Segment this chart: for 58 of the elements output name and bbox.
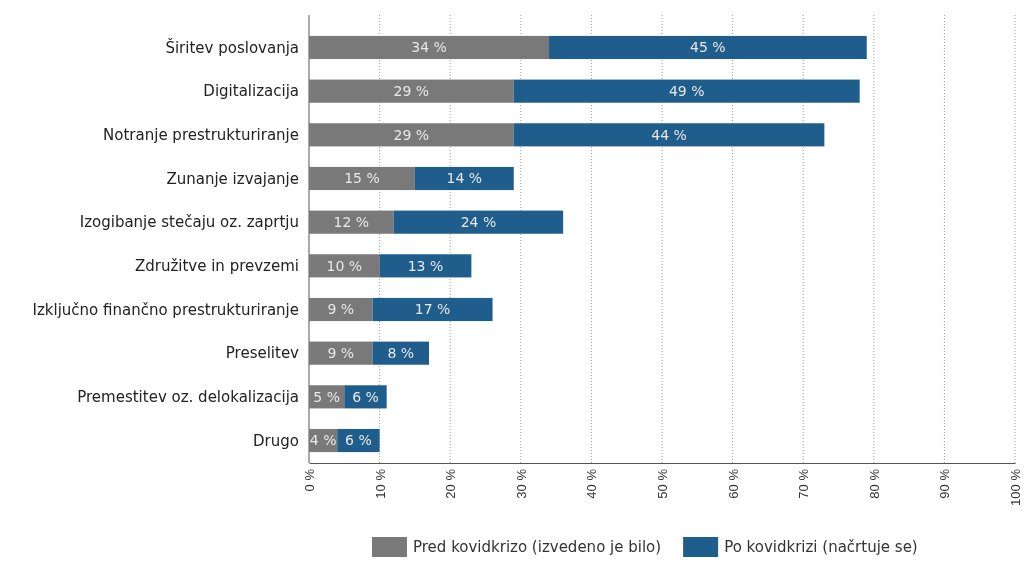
- x-tick-label: 0 %: [302, 468, 318, 492]
- bar: [309, 210, 394, 234]
- bar: [372, 297, 493, 322]
- bar: [309, 254, 380, 278]
- data-label: 29 %: [393, 126, 430, 143]
- bar: [513, 79, 860, 103]
- data-label: 9 %: [327, 301, 355, 318]
- y-tick-label: Izogibanje stečaju oz. zaprtju: [79, 213, 299, 232]
- legend-label: Pred kovidkrizo (izvedeno je bilo): [413, 538, 662, 557]
- data-label: 13 %: [407, 257, 444, 274]
- data-label: 17 %: [414, 301, 451, 318]
- y-tick-label: Preselitev: [225, 344, 300, 363]
- data-label: 8 %: [387, 345, 415, 362]
- bar: [393, 210, 564, 234]
- bar: [513, 123, 825, 147]
- data-label: 24 %: [460, 214, 497, 231]
- bar: [414, 166, 514, 191]
- y-tick-label: Premestitev oz. delokalizacija: [77, 388, 299, 407]
- bar: [309, 297, 373, 322]
- data-label: 14 %: [446, 170, 483, 187]
- bar: [309, 79, 514, 103]
- data-label: 6 %: [352, 388, 379, 405]
- x-tick-label: 60 %: [725, 468, 741, 499]
- bar: [309, 35, 550, 60]
- data-label: 45 %: [690, 39, 726, 56]
- y-tick-label: Drugo: [253, 431, 299, 450]
- x-tick-label: 20 %: [443, 468, 459, 499]
- x-tick-label: 40 %: [584, 468, 600, 499]
- x-tick-label: 80 %: [866, 468, 882, 499]
- data-label: 4 %: [309, 432, 337, 449]
- x-tick-label: 100 %: [1008, 468, 1024, 506]
- bar: [309, 166, 415, 191]
- data-label: 34 %: [411, 39, 447, 56]
- x-tick-label: 50 %: [655, 468, 671, 499]
- data-label: 49 %: [668, 83, 705, 100]
- bar: [379, 254, 472, 278]
- data-label: 44 %: [651, 126, 687, 143]
- legend-label: Po kovidkrizi (načrtuje se): [724, 538, 918, 557]
- data-label: 5 %: [313, 388, 340, 405]
- data-label: 9 %: [327, 345, 355, 362]
- data-label: 29 %: [393, 83, 430, 100]
- y-tick-label: Zunanje izvajanje: [166, 169, 299, 188]
- y-tick-label: Izključno finančno prestrukturiranje: [32, 300, 299, 319]
- bar: [549, 35, 867, 60]
- data-label: 12 %: [333, 214, 370, 231]
- x-tick-label: 10 %: [372, 468, 388, 499]
- y-tick-label: Notranje prestrukturiranje: [103, 126, 299, 145]
- x-tick-label: 30 %: [513, 468, 529, 499]
- y-tick-label: Širitev poslovanja: [165, 37, 299, 57]
- y-tick-label: Združitve in prevzemi: [134, 257, 299, 276]
- x-tick-label: 90 %: [937, 468, 953, 499]
- data-label: 10 %: [326, 257, 363, 274]
- data-label: 6 %: [345, 432, 372, 449]
- bar: [309, 341, 373, 365]
- y-tick-label: Digitalizacija: [203, 82, 299, 101]
- bar: [309, 123, 514, 147]
- x-tick-label: 70 %: [796, 468, 812, 499]
- data-label: 15 %: [344, 170, 380, 187]
